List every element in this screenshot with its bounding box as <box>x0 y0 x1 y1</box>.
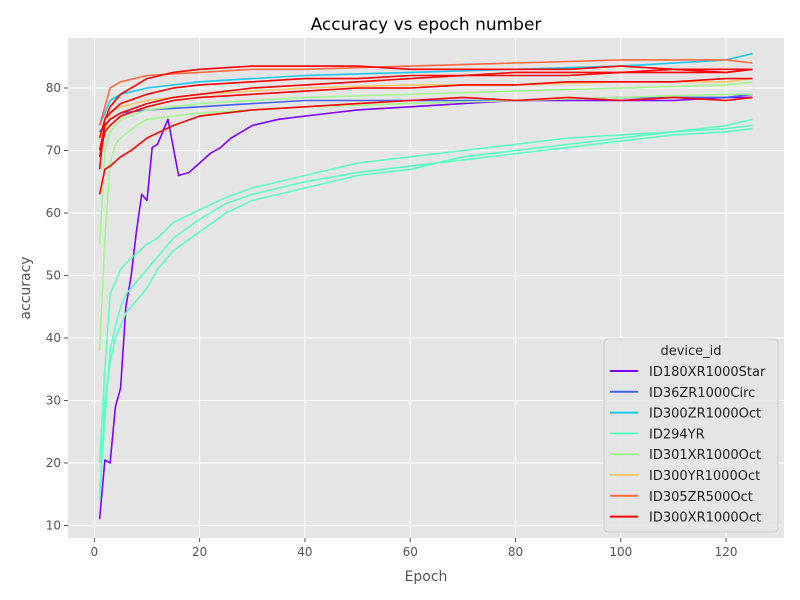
y-tick-label: 70 <box>46 144 61 158</box>
legend-entry-label: ID300ZR1000Oct <box>649 407 761 422</box>
y-tick-label: 50 <box>46 269 61 283</box>
y-tick-label: 80 <box>46 81 61 95</box>
x-tick-label: 0 <box>91 545 99 559</box>
legend: device_id ID180XR1000Star ID36ZR1000Circ I… <box>603 338 779 533</box>
x-tick-label: 120 <box>715 545 738 559</box>
x-tick-label: 20 <box>192 545 207 559</box>
legend-entry-label: ID305ZR500Oct <box>649 490 753 505</box>
y-tick-label: 30 <box>46 394 61 408</box>
series-line-id294yr <box>98 124 753 464</box>
x-tick-label: 60 <box>403 545 418 559</box>
x-axis-label: Epoch <box>405 569 448 585</box>
axis-ticks: 0 20 40 60 80 100 120 10 20 30 40 50 60 70 80 <box>46 81 738 559</box>
series-line-id300xr1000oct <box>98 68 753 139</box>
legend-entry-label: ID300YR1000Oct <box>649 469 760 484</box>
series-line-id305zr500oct <box>98 59 753 126</box>
x-tick-label: 100 <box>609 545 632 559</box>
x-tick-label: 80 <box>508 545 523 559</box>
series-lines <box>98 52 753 520</box>
y-tick-label: 20 <box>46 456 61 470</box>
y-tick-label: 40 <box>46 331 61 345</box>
series-line-id301xr1000oct <box>98 81 753 245</box>
x-tick-label: 40 <box>297 545 312 559</box>
y-axis-label: accuracy <box>18 256 34 319</box>
legend-entry-label: ID294YR <box>649 427 705 442</box>
series-line-id294yr <box>98 127 753 495</box>
series-line-id300xr1000oct <box>98 77 753 157</box>
legend-entry-label: ID301XR1000Oct <box>649 448 761 463</box>
legend-entry-label: ID36ZR1000Circ <box>649 386 755 401</box>
series-line-id300xr1000oct <box>98 65 753 170</box>
legend-box <box>603 338 779 533</box>
legend-entry-label: ID300XR1000Oct <box>649 511 761 526</box>
chart-title: Accuracy vs epoch number <box>311 15 542 35</box>
y-tick-label: 60 <box>46 206 61 220</box>
series-line-id301xr1000oct <box>98 93 753 351</box>
y-tick-label: 10 <box>46 519 61 533</box>
series-line-id300xr1000oct <box>98 96 753 195</box>
legend-entry-label: ID180XR1000Star <box>649 365 766 380</box>
legend-title: device_id <box>660 344 721 359</box>
series-line-id294yr <box>98 118 753 501</box>
